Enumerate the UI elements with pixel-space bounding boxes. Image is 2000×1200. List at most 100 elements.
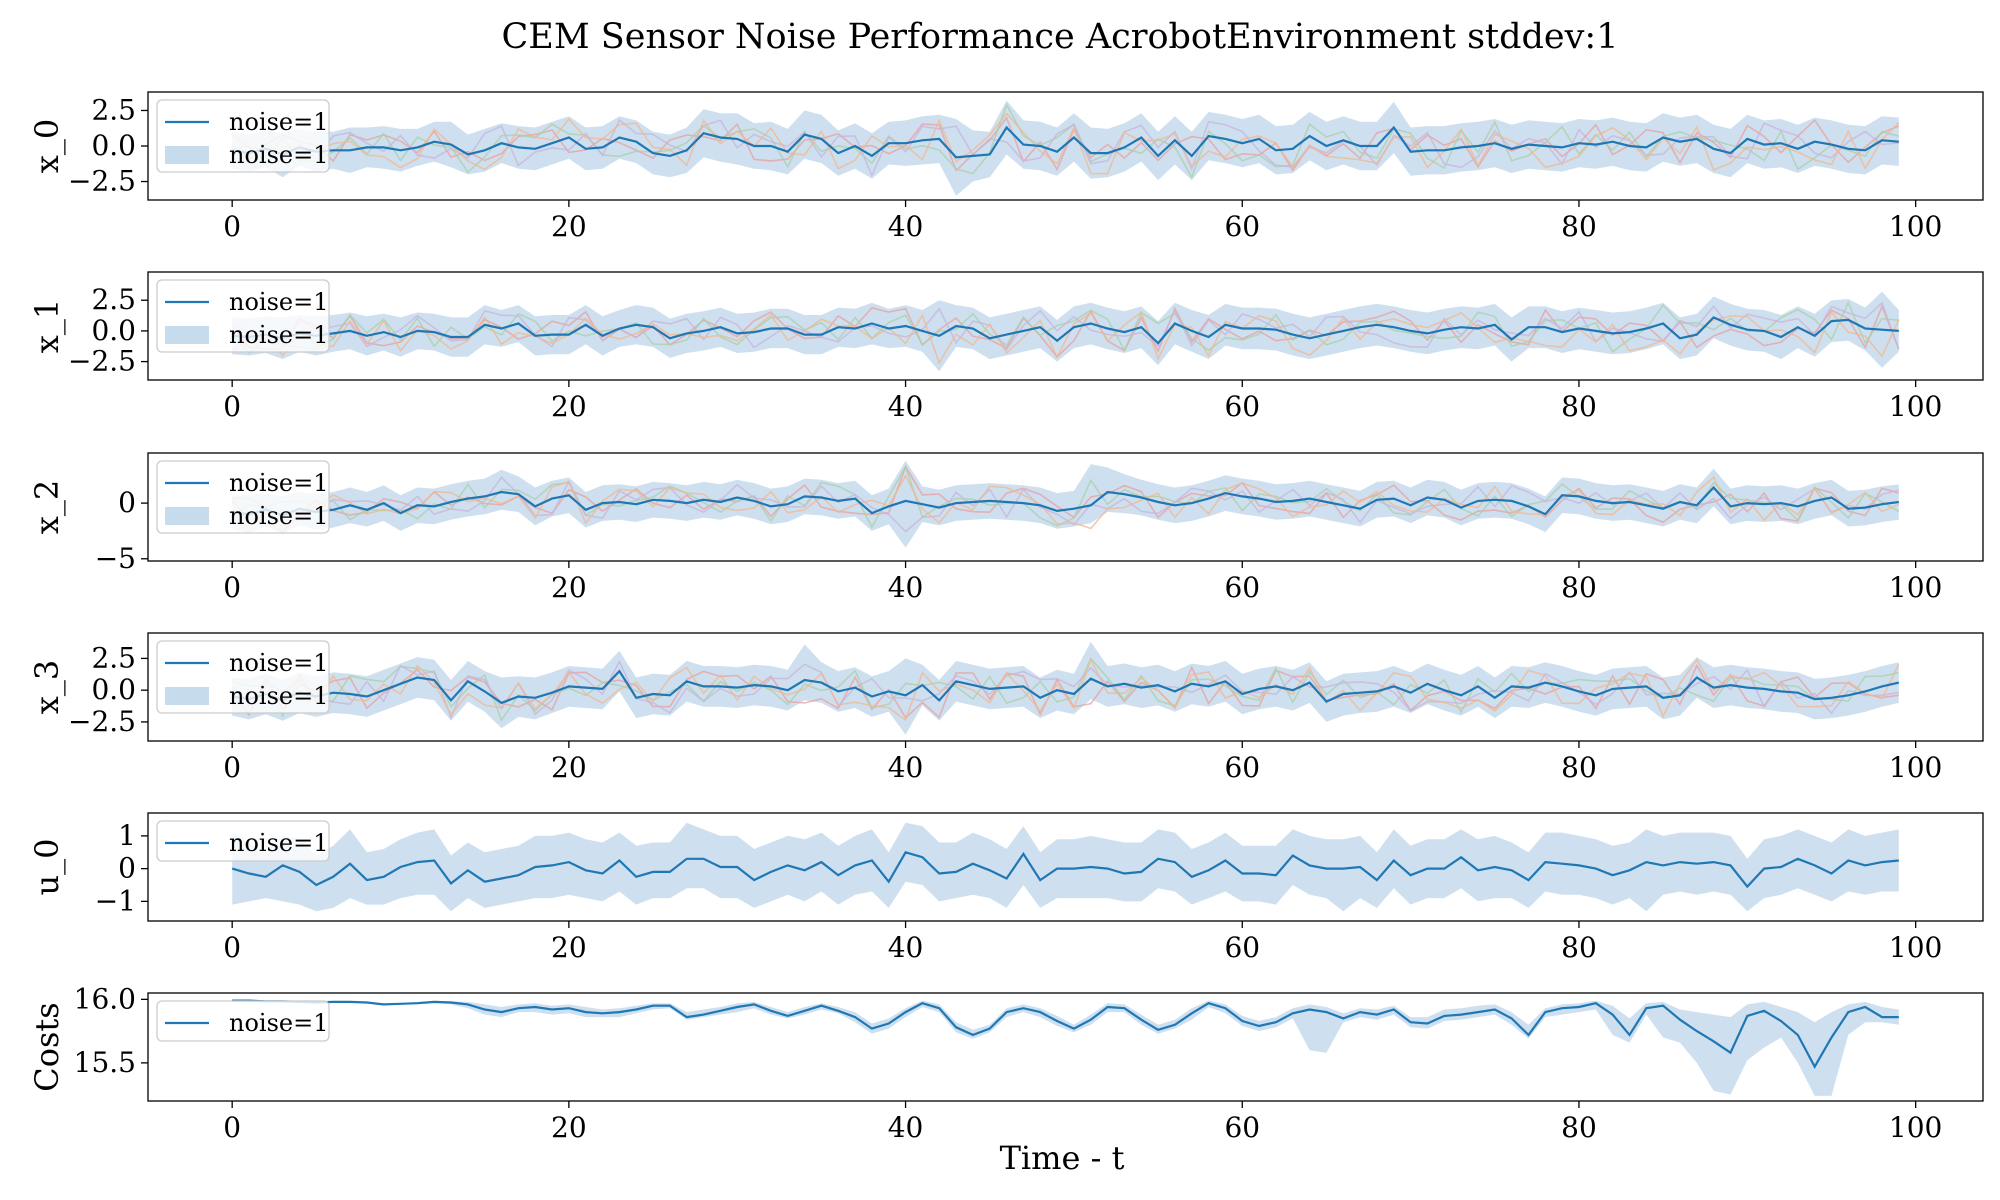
- trace-line-1: [231, 657, 1899, 723]
- x-tick-label: 0: [223, 931, 241, 964]
- legend-band-swatch: [165, 507, 209, 525]
- y-tick-label: −5: [95, 542, 136, 575]
- subplot-x_0: 0 20 40 60 80 100 −2.50.02.5 x_0 noise=1 noise=1: [28, 91, 1984, 243]
- y-tick-label: −2.5: [68, 705, 136, 738]
- axes-frame: [147, 632, 1984, 742]
- legend-box: [156, 1000, 330, 1042]
- legend-label: noise=1: [229, 682, 328, 710]
- mean-line: [232, 999, 1899, 1069]
- y-axis-label: Costs: [28, 1002, 66, 1091]
- legend-band-swatch: [165, 146, 209, 164]
- trace-line-3: [231, 657, 1900, 722]
- trace-line-3: [231, 310, 1900, 365]
- y-tick-label: 0.0: [91, 673, 136, 706]
- y-axis-label: x_1: [28, 299, 66, 353]
- x-tick-label: 60: [1224, 931, 1260, 964]
- legend-label: noise=1: [229, 502, 328, 530]
- x-tick-label: 20: [551, 210, 587, 243]
- y-tick-label: 2.5: [91, 93, 136, 126]
- axes-frame: [147, 992, 1984, 1102]
- x-tick-label: 40: [888, 751, 924, 784]
- y-axis-label: x_3: [28, 660, 66, 714]
- x-tick-label: 80: [1561, 931, 1597, 964]
- mean-line: [232, 125, 1899, 159]
- x-tick-label: 40: [888, 571, 924, 604]
- x-tick-label: 80: [1561, 390, 1597, 423]
- x-tick-label: 100: [1889, 751, 1942, 784]
- legend-label: noise=1: [229, 288, 328, 316]
- legend-label: noise=1: [229, 141, 328, 169]
- mean-line: [231, 851, 1899, 889]
- x-tick-label: 80: [1561, 1111, 1597, 1144]
- x-tick-label: 20: [551, 751, 587, 784]
- subplot-x_3: 0 20 40 60 80 100 −2.50.02.5 x_3 noise=1 noise=1: [28, 632, 1984, 784]
- legend-box: [156, 820, 330, 862]
- x-tick-label: 60: [1224, 1111, 1260, 1144]
- confidence-band: [232, 460, 1899, 548]
- x-tick-label: 60: [1224, 751, 1260, 784]
- plot-area: [232, 999, 1899, 1096]
- trace-line-1: [232, 464, 1900, 529]
- x-tick-label: 40: [888, 390, 924, 423]
- trace-line-3: [231, 474, 1900, 530]
- legend-label: noise=1: [229, 1009, 328, 1037]
- y-tick-label: 2.5: [91, 283, 136, 316]
- x-tick-label: 80: [1561, 571, 1597, 604]
- legend-label: noise=1: [229, 469, 328, 497]
- x-tick-label: 0: [223, 210, 241, 243]
- legend-label: noise=1: [229, 108, 328, 136]
- y-tick-label: 0: [118, 852, 136, 885]
- trace-line-1: [232, 102, 1900, 180]
- y-tick-label: −2.5: [68, 345, 136, 378]
- legend-band-swatch: [165, 326, 209, 344]
- x-tick-label: 0: [223, 390, 241, 423]
- x-tick-label: 100: [1889, 571, 1942, 604]
- x-tick-label: 60: [1224, 571, 1260, 604]
- y-tick-label: 0: [118, 486, 136, 519]
- legend-band-swatch: [165, 687, 209, 705]
- confidence-band: [232, 822, 1899, 912]
- plot-area: [231, 641, 1900, 735]
- confidence-band: [232, 1000, 1899, 1096]
- subplot-x_1: 0 20 40 60 80 100 −2.50.02.5 x_1 noise=1 noise=1: [28, 271, 1984, 423]
- x-tick-label: 60: [1224, 210, 1260, 243]
- x-tick-label: 20: [551, 390, 587, 423]
- x-tick-label: 60: [1224, 390, 1260, 423]
- axes-frame: [147, 271, 1984, 381]
- plot-area: [231, 291, 1900, 372]
- y-axis-label: x_0: [28, 119, 66, 173]
- x-tick-label: 0: [223, 1111, 241, 1144]
- mean-line: [232, 316, 1899, 345]
- figure-title: CEM Sensor Noise Performance AcrobotEnvi…: [502, 17, 1619, 57]
- subplot-stack: 0 20 40 60 80 100−2.50.02.5x_0 noise=1noise=10…: [28, 91, 1984, 1144]
- x-tick-label: 40: [888, 210, 924, 243]
- y-tick-label: 15.5: [74, 1046, 136, 1079]
- legend-label: noise=1: [229, 829, 328, 857]
- x-tick-label: 100: [1889, 210, 1942, 243]
- x-tick-label: 80: [1561, 210, 1597, 243]
- confidence-band: [232, 641, 1899, 735]
- axes-frame: [147, 812, 1984, 922]
- x-tick-label: 20: [551, 1111, 587, 1144]
- y-tick-label: 0.0: [91, 314, 136, 347]
- y-tick-label: −2.5: [68, 165, 136, 198]
- x-tick-label: 0: [223, 571, 241, 604]
- x-tick-label: 100: [1889, 390, 1942, 423]
- subplot-x_2: 0 20 40 60 80 100 −5 0 x_2 noise=1 noise=1: [28, 452, 1984, 604]
- plot-area: [231, 100, 1900, 196]
- y-tick-label: 16.0: [74, 982, 136, 1015]
- mean-line: [232, 485, 1899, 517]
- x-tick-label: 80: [1561, 751, 1597, 784]
- y-axis-label: u_0: [28, 839, 66, 896]
- y-axis-label: x_2: [28, 480, 66, 534]
- x-tick-label: 40: [888, 1111, 924, 1144]
- x-tick-label: 20: [551, 931, 587, 964]
- y-tick-label: −1: [95, 884, 136, 917]
- trace-line-0: [231, 663, 1899, 719]
- plot-area: [231, 460, 1900, 548]
- y-tick-label: 1: [118, 819, 136, 852]
- legend-label: noise=1: [229, 321, 328, 349]
